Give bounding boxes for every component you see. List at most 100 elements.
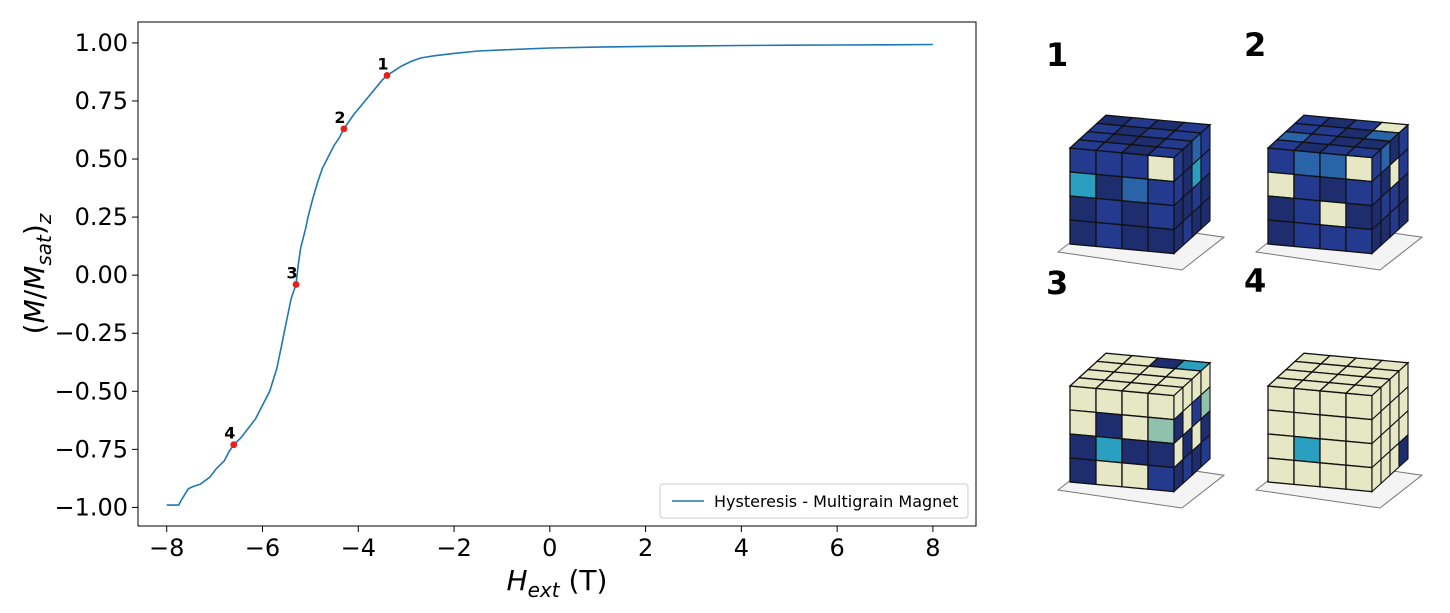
front-cell xyxy=(1147,440,1175,469)
marked-point-label-4: 4 xyxy=(224,424,235,443)
front-cell xyxy=(1121,414,1149,442)
front-cell xyxy=(1293,197,1321,226)
snapshot-number: 1 xyxy=(1046,36,1068,74)
front-cell xyxy=(1319,176,1347,204)
front-cell xyxy=(1147,154,1175,183)
marked-point-2 xyxy=(340,125,348,133)
front-cell xyxy=(1069,195,1097,224)
front-cell xyxy=(1121,176,1149,204)
y-title-z-sub: z xyxy=(32,213,56,225)
front-cell xyxy=(1319,390,1347,418)
front-cell xyxy=(1095,411,1123,440)
grain-snapshot-2: 2 xyxy=(1244,26,1424,271)
legend-label: Hysteresis - Multigrain Magnet xyxy=(714,492,958,511)
x-tick-label: −2 xyxy=(436,534,471,562)
x-tick-label: −4 xyxy=(341,534,376,562)
front-cell xyxy=(1069,147,1097,176)
marked-point-label-3: 3 xyxy=(286,263,297,282)
front-cell xyxy=(1069,385,1097,414)
side-cell xyxy=(1398,195,1409,231)
y-title-close: ) xyxy=(18,224,51,235)
snapshot-number: 4 xyxy=(1244,262,1266,300)
front-cell xyxy=(1319,152,1347,180)
hysteresis-curve xyxy=(166,43,933,506)
front-cell xyxy=(1345,440,1373,469)
front-cell xyxy=(1293,149,1321,178)
front-cell xyxy=(1267,409,1295,438)
front-cell xyxy=(1319,200,1347,228)
side-cell xyxy=(1200,433,1211,469)
y-title-paren: ( xyxy=(18,323,51,334)
front-cell xyxy=(1147,416,1175,445)
side-cell xyxy=(1398,433,1409,469)
snapshot-number: 2 xyxy=(1244,26,1266,64)
x-tick-label: 0 xyxy=(542,534,557,562)
front-cell xyxy=(1345,202,1373,231)
front-cell xyxy=(1147,202,1175,231)
front-cell xyxy=(1069,171,1097,200)
y-tick-label: −0.25 xyxy=(54,319,128,347)
marked-point-1 xyxy=(383,72,391,79)
x-tick-label: 6 xyxy=(829,534,844,562)
front-cell xyxy=(1319,462,1347,490)
y-title-sat-sub: sat xyxy=(32,234,56,266)
grain-snapshot-3: 3 xyxy=(1046,264,1226,509)
y-title-slash: / xyxy=(18,289,51,299)
front-cell xyxy=(1095,459,1123,488)
y-axis-title: (M/Msat)z xyxy=(18,213,56,334)
legend: Hysteresis - Multigrain Magnet xyxy=(659,483,969,519)
front-cell xyxy=(1095,435,1123,464)
front-cell xyxy=(1267,147,1295,176)
marked-point-3 xyxy=(292,281,300,288)
front-cell xyxy=(1069,219,1097,248)
front-cell xyxy=(1293,435,1321,464)
front-cell xyxy=(1069,409,1097,438)
x-tick-label: 8 xyxy=(925,534,940,562)
front-cell xyxy=(1095,173,1123,202)
front-cell xyxy=(1319,438,1347,466)
marked-point-label-2: 2 xyxy=(334,108,345,127)
front-cell xyxy=(1345,226,1373,255)
front-cell xyxy=(1147,178,1175,207)
front-cell xyxy=(1293,411,1321,440)
y-tick-label: 0.50 xyxy=(75,145,128,173)
front-cell xyxy=(1121,152,1149,180)
y-axis: 1.00 0.75 0.50 0.25 0.00 −0.25 −0.50 −0.75 −1.00 xyxy=(54,29,138,521)
front-cell xyxy=(1345,392,1373,421)
x-title-subscript: ext xyxy=(528,578,561,602)
front-cell xyxy=(1345,178,1373,207)
x-title-unit: (T) xyxy=(560,564,608,597)
legend-box xyxy=(659,483,969,519)
front-cell xyxy=(1293,221,1321,250)
front-cell xyxy=(1069,433,1097,462)
x-tick-label: 2 xyxy=(638,534,653,562)
marked-points: 1 2 3 4 xyxy=(224,54,391,449)
x-tick-label: 4 xyxy=(734,534,749,562)
front-cell xyxy=(1345,154,1373,183)
y-tick-label: 1.00 xyxy=(75,29,128,57)
front-cell xyxy=(1095,149,1123,178)
x-title-symbol: H xyxy=(507,564,528,597)
snapshot-number: 3 xyxy=(1046,264,1068,302)
grain-snapshot-1: 1 xyxy=(1046,36,1226,271)
front-cell xyxy=(1267,171,1295,200)
y-tick-label: −0.50 xyxy=(54,377,128,405)
x-axis: −8 −6 −4 −2 0 2 4 6 8 xyxy=(149,526,941,562)
x-tick-label: −6 xyxy=(245,534,280,562)
y-tick-label: 0.75 xyxy=(75,87,128,115)
front-cell xyxy=(1267,195,1295,224)
front-cell xyxy=(1121,390,1149,418)
front-cell xyxy=(1267,385,1295,414)
x-axis-title: Hext (T) xyxy=(507,564,608,602)
front-cell xyxy=(1121,438,1149,466)
y-tick-label: 0.00 xyxy=(75,261,128,289)
x-tick-label: −8 xyxy=(149,534,184,562)
marked-point-4 xyxy=(230,441,238,449)
y-title-msat: M xyxy=(18,266,51,290)
front-cell xyxy=(1095,221,1123,250)
marked-point-label-1: 1 xyxy=(377,54,388,73)
y-tick-label: −0.75 xyxy=(54,435,128,463)
front-cell xyxy=(1267,219,1295,248)
front-cell xyxy=(1267,457,1295,486)
